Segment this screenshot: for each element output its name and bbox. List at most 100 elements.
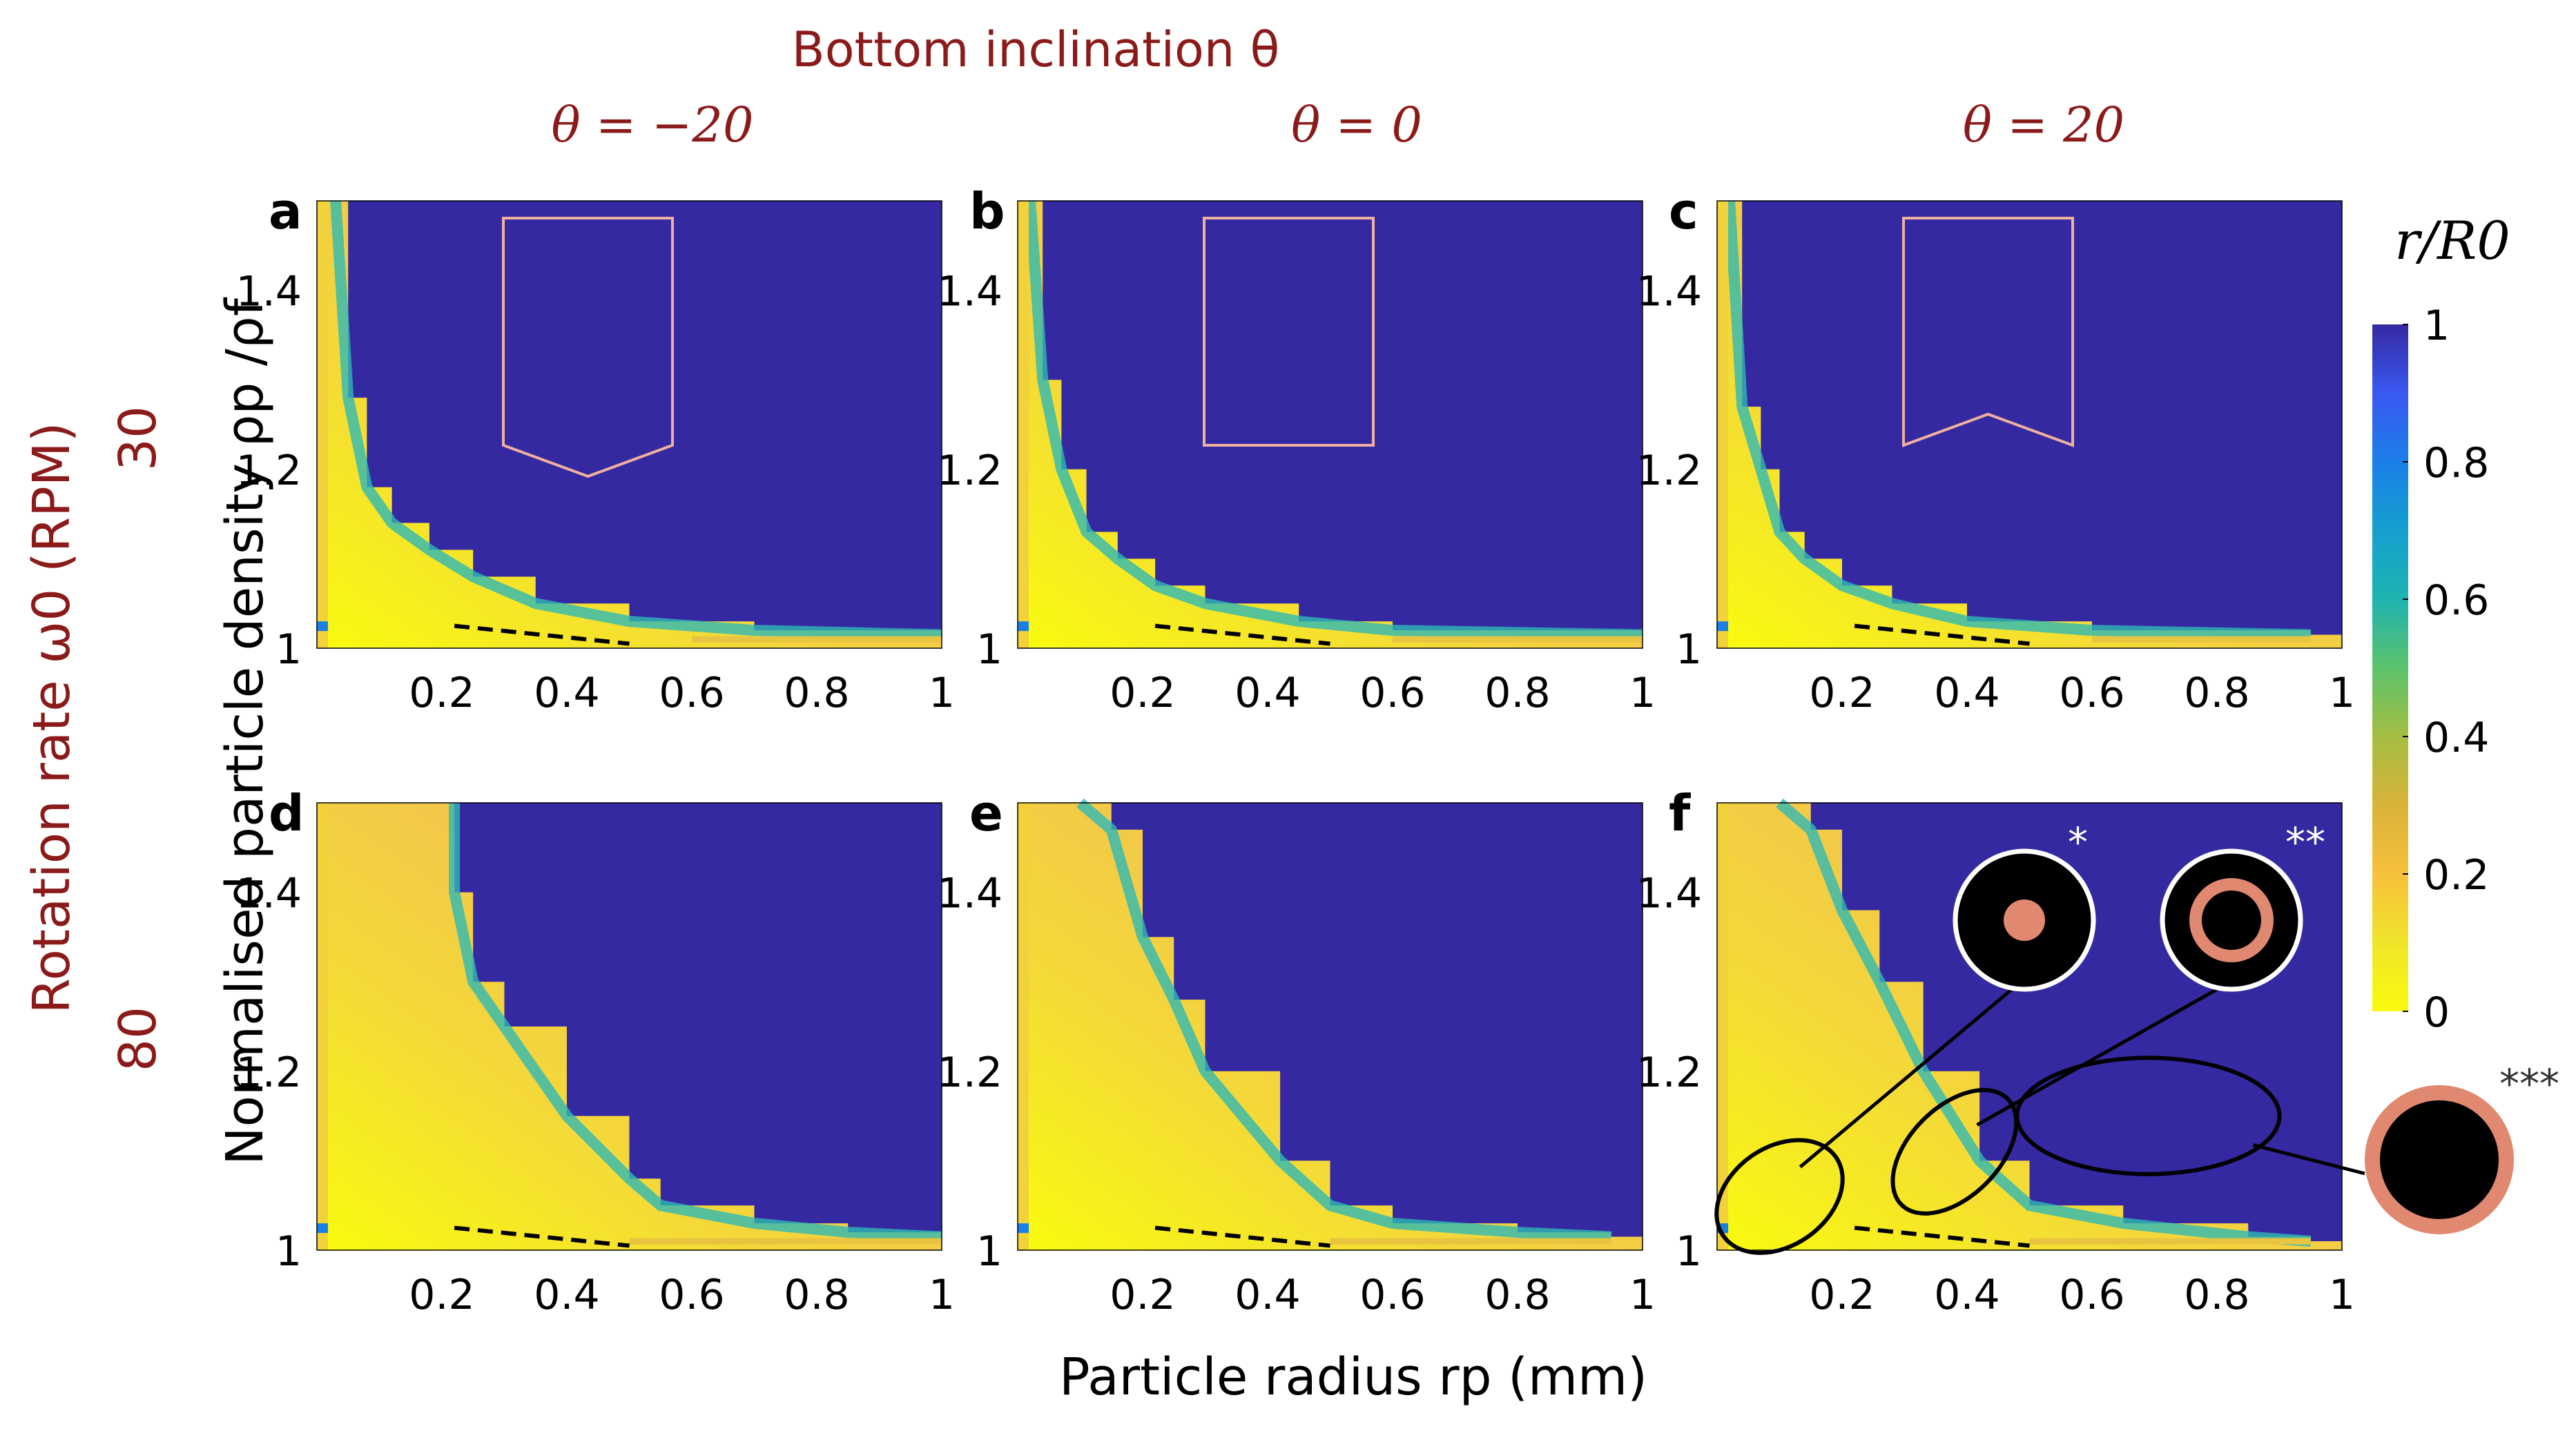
y-tick-label: 1.2	[236, 1049, 302, 1097]
y-tick-label: 1.2	[1636, 1049, 1702, 1097]
panel-f: f0.2 0.4 0.6 0.8 111.21.4* *****	[1636, 784, 2559, 1319]
inset-wall-disc	[2380, 1100, 2499, 1219]
x-tick-label: 0.2	[409, 1271, 474, 1319]
left-strip	[1018, 803, 1029, 1250]
y-tick-label: 1	[1676, 1227, 1702, 1276]
x-tick-label: 0.6	[1359, 669, 1425, 717]
colorbar-tick-label: 0	[2423, 989, 2450, 1037]
x-tick-label: 1	[2329, 1271, 2355, 1319]
left-strip-blue	[317, 1223, 328, 1234]
x-tick-label: 1	[1629, 669, 1656, 717]
dashed-reference	[454, 1225, 630, 1248]
y-tick-label: 1	[275, 1227, 302, 1276]
bottom-tail	[629, 1238, 942, 1245]
annotation-marker: ***	[2499, 1060, 2559, 1107]
wall-region	[1080, 803, 1643, 1237]
container-shape-flat	[1203, 217, 1375, 447]
panel-letter: f	[1669, 784, 1691, 842]
panel-letter: e	[969, 784, 1003, 842]
y-tick-label: 1.4	[236, 268, 302, 316]
wall-region	[336, 201, 942, 635]
panel-letter: a	[269, 182, 302, 240]
left-strip-blue	[1018, 621, 1029, 632]
x-tick-label: 1	[929, 669, 955, 717]
x-tick-label: 0.4	[534, 1271, 599, 1319]
x-tick-label: 0.2	[1809, 669, 1875, 717]
y-axis-label: Normalised particle density ρp /ρf	[215, 297, 275, 1165]
x-tick-label: 0.6	[659, 669, 724, 717]
x-tick-label: 0.4	[1934, 669, 1999, 717]
annotation-ellipse	[1890, 1088, 2019, 1216]
annotation-ellipse	[2015, 1055, 2282, 1176]
plot-frame	[316, 200, 942, 649]
annotation-leader	[1799, 984, 2017, 1169]
colorbar-ticks: 0 0.2 0.4 0.6 0.8 1	[2403, 302, 2489, 1037]
x-tick-label: 0.2	[1110, 1271, 1175, 1319]
x-tick-label: 0.4	[1234, 1271, 1300, 1319]
left-strip	[1717, 803, 1728, 1250]
plot-frame	[1716, 200, 2343, 649]
boundary-band	[1025, 200, 1643, 641]
inset-ring-disc	[2160, 848, 2303, 992]
annotation-marker: **	[2285, 819, 2325, 866]
colorbar-label: r/R0	[2394, 210, 2510, 271]
x-tick-label: 1	[1629, 1271, 1656, 1319]
x-tick-label: 0.8	[784, 1271, 849, 1319]
colorbar-tick-label: 0.2	[2423, 851, 2489, 899]
plot-frame	[316, 802, 942, 1251]
boundary-band	[330, 200, 942, 641]
colorbar	[2372, 324, 2408, 1011]
left-strip-blue	[317, 621, 328, 632]
x-tick-label: 0.2	[1809, 1271, 1875, 1319]
y-tick-label: 1.4	[937, 268, 1003, 316]
bottom-tail	[692, 636, 942, 643]
wall-region	[454, 803, 942, 1237]
inset-ring	[2189, 878, 2274, 962]
x-tick-label: 0.6	[1359, 1271, 1425, 1319]
dashed-reference	[1154, 1225, 1330, 1248]
x-tick-label: 0.8	[2184, 1271, 2249, 1319]
x-tick-label: 0.6	[659, 1271, 724, 1319]
left-strip-blue	[1717, 621, 1728, 632]
plot-frame	[1017, 802, 1643, 1251]
panel-e: e 0.2 0.4 0.6 0.8 1 1 1.2 1.4	[937, 784, 1656, 1319]
y-tick-label: 1	[976, 1227, 1003, 1276]
boundary-band	[449, 803, 942, 1243]
boundary-band	[1776, 798, 2312, 1247]
row-value-80: 80	[108, 1006, 168, 1071]
x-tick-label: 0.8	[1484, 1271, 1550, 1319]
x-tick-label: 0.2	[1110, 669, 1175, 717]
boundary-band	[1076, 798, 1612, 1243]
panel-c: c 0.2 0.4 0.6 0.8 1 1 1.2 1.4	[1636, 182, 2356, 717]
wall-region	[1730, 201, 2342, 635]
panel-a: a 0.2 0.4 0.6 0.8 1 1 1.2 1.4	[236, 182, 956, 717]
x-tick-label: 0.6	[2059, 669, 2124, 717]
y-tick-label: 1.4	[1636, 268, 1702, 316]
annotation-marker: *	[2068, 819, 2088, 866]
panel-letter: b	[969, 182, 1005, 240]
x-tick-label: 0.8	[1484, 669, 1550, 717]
container-shape-pointed-down	[502, 217, 674, 478]
panels: a0.2 0.4 0.6 0.8 111.21.4b0.2 0.4 0.6 0.8 111.21…	[236, 182, 2559, 1319]
panel-d: d 0.2 0.4 0.6 0.8 1 1 1.2 1.4	[236, 784, 956, 1319]
y-tick-label: 1.2	[236, 447, 302, 495]
panel-b: b 0.2 0.4 0.6 0.8 1 1 1.2 1.4	[937, 182, 1656, 717]
left-strip	[1717, 201, 1728, 648]
figure-suptitle: Bottom inclination θ	[792, 21, 1280, 78]
y-tick-label: 1.4	[236, 870, 302, 918]
left-strip	[317, 201, 328, 648]
boundary-band	[1724, 200, 2311, 641]
colorbar-tick-label: 1	[2423, 302, 2450, 350]
row-label: Rotation rate ω0 (RPM)	[22, 422, 81, 1013]
colorbar-tick-label: 0.4	[2423, 714, 2489, 762]
x-tick-label: 0.4	[1934, 1271, 1999, 1319]
y-tick-label: 1	[275, 625, 302, 674]
annotation-leader	[1976, 984, 2225, 1127]
y-tick-label: 1.2	[937, 447, 1003, 495]
wall-region	[1030, 201, 1643, 635]
bottom-tail	[1330, 1238, 1611, 1245]
y-tick-label: 1.2	[1636, 447, 1702, 495]
y-tick-label: 1	[1676, 625, 1702, 674]
bottom-tail	[1393, 636, 1643, 643]
left-strip	[317, 803, 328, 1250]
